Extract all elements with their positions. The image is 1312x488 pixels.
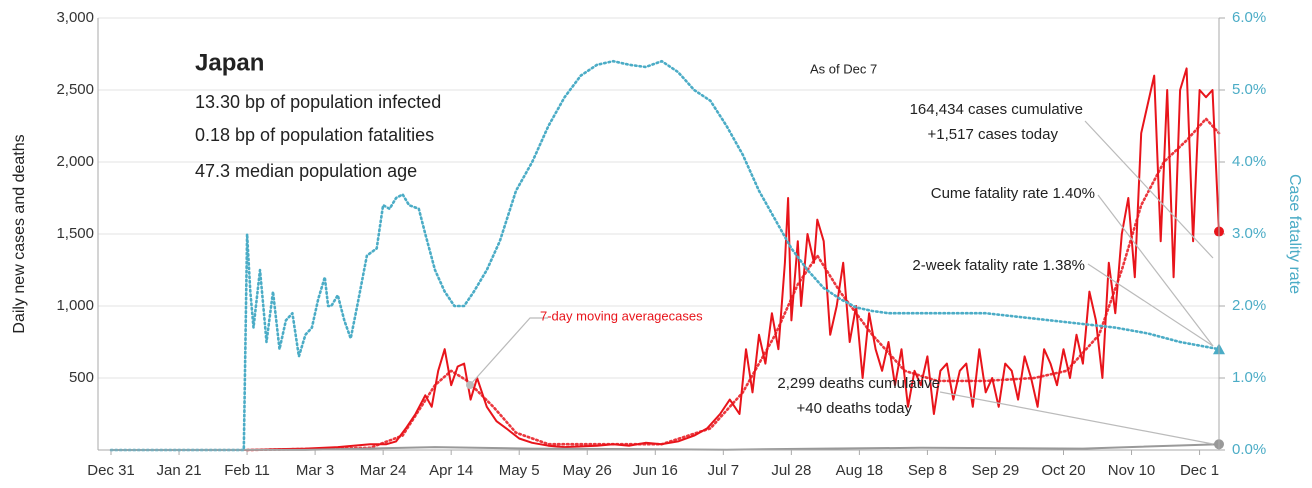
y-tick-label: 2,000 xyxy=(56,153,94,170)
y-axis-label: Daily new cases and deaths xyxy=(11,134,28,333)
grid xyxy=(98,17,1225,455)
y2-axis-label: Case fatality rate xyxy=(1286,174,1303,294)
info-line: 47.3 median population age xyxy=(195,161,417,181)
x-tick-label: Dec 31 xyxy=(87,462,135,479)
y2-tick-label: 4.0% xyxy=(1232,153,1266,170)
x-tick-label: May 5 xyxy=(499,462,540,479)
series-line xyxy=(109,59,1221,452)
y2-tick-label: 6.0% xyxy=(1232,9,1266,26)
y-tick-label: 500 xyxy=(69,369,94,386)
y2-tick-label: 1.0% xyxy=(1232,369,1266,386)
y-tick-label: 3,000 xyxy=(56,9,94,26)
x-tick-label: Aug 18 xyxy=(836,462,884,479)
y-tick-label: 1,500 xyxy=(56,225,94,242)
callout-line xyxy=(1087,263,1214,347)
annotation: 164,434 cases cumulative xyxy=(910,101,1083,118)
x-tick-label: Mar 24 xyxy=(360,462,407,479)
y-tick-label: 1,000 xyxy=(56,297,94,314)
series-line xyxy=(110,443,1220,451)
series-line xyxy=(245,117,1221,452)
callout-lines xyxy=(469,120,1214,445)
y2-tick-label: 5.0% xyxy=(1232,81,1266,98)
callout-dot xyxy=(466,381,474,389)
x-tick-label: Jul 7 xyxy=(707,462,739,479)
y2-tick-label: 0.0% xyxy=(1232,441,1266,458)
x-tick-label: Sep 8 xyxy=(908,462,947,479)
x-tick-label: May 26 xyxy=(563,462,612,479)
callout-line xyxy=(939,391,1214,445)
x-tick-label: Jan 21 xyxy=(157,462,202,479)
annotation: 2,299 deaths cumulative xyxy=(777,375,940,392)
x-tick-label: Apr 14 xyxy=(429,462,473,479)
x-tick-label: Nov 10 xyxy=(1108,462,1156,479)
callout-line xyxy=(1097,194,1214,347)
annotation: 2-week fatality rate 1.38% xyxy=(912,257,1085,274)
annotation: +1,517 cases today xyxy=(927,126,1058,143)
x-tick-label: Mar 3 xyxy=(296,462,334,479)
info-line: 13.30 bp of population infected xyxy=(195,92,441,112)
annotation: 7-day moving averagecases xyxy=(540,308,703,323)
annotation: Cume fatality rate 1.40% xyxy=(931,185,1095,202)
x-tick-label: Jun 16 xyxy=(633,462,678,479)
x-tick-label: Dec 1 xyxy=(1180,462,1219,479)
series-line xyxy=(110,67,1220,451)
x-tick-label: Oct 20 xyxy=(1041,462,1085,479)
y2-tick-label: 2.0% xyxy=(1232,297,1266,314)
x-tick-label: Feb 11 xyxy=(224,462,270,479)
callout-line xyxy=(1084,120,1214,259)
y-tick-label: 2,500 xyxy=(56,81,94,98)
marks xyxy=(109,59,1225,452)
callout-line xyxy=(469,317,548,386)
annotation: +40 deaths today xyxy=(796,400,912,417)
y2-tick-label: 3.0% xyxy=(1232,225,1266,242)
x-tick-label: Jul 28 xyxy=(771,462,811,479)
chart-title: Japan xyxy=(195,49,264,76)
as-of: As of Dec 7 xyxy=(810,61,877,76)
x-tick-label: Sep 29 xyxy=(972,462,1020,479)
info-line: 0.18 bp of population fatalities xyxy=(195,125,434,145)
